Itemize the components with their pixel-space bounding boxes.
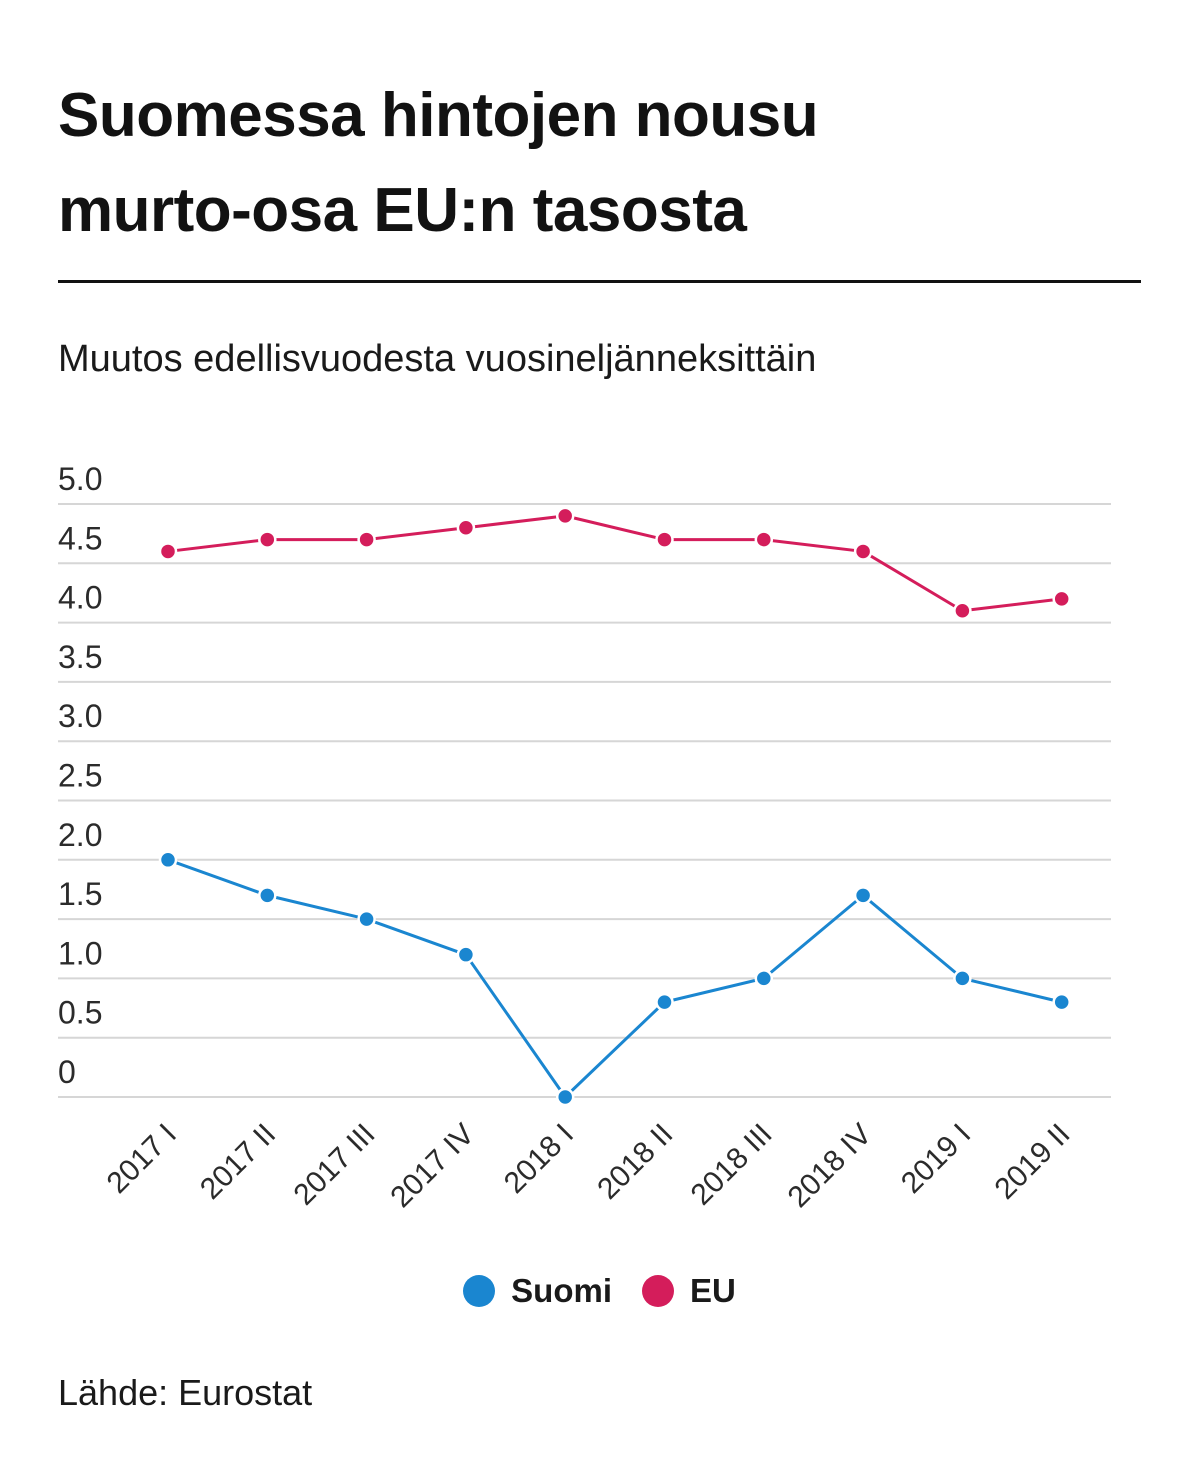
legend: Suomi EU xyxy=(0,1272,1199,1310)
x-tick-label: 2017 II xyxy=(194,1118,282,1206)
data-point-eu xyxy=(754,530,774,549)
series-layer xyxy=(158,506,1071,1107)
y-tick-label: 1.0 xyxy=(58,935,102,971)
data-point-suomi xyxy=(456,945,476,964)
x-tick-label: 2019 II xyxy=(988,1118,1076,1206)
legend-swatch-suomi xyxy=(463,1275,496,1307)
y-axis-ticks: 5.0 4.5 4.0 3.5 3.0 2.5 2.0 1.5 1.0 0.5 0 xyxy=(58,461,102,1090)
x-tick-label: 2017 I xyxy=(101,1118,183,1200)
data-point-eu xyxy=(555,506,575,526)
data-point-eu xyxy=(456,518,476,537)
data-point-suomi xyxy=(754,969,774,988)
chart-title-line-2: murto-osa EU:n tasosta xyxy=(58,176,747,245)
y-tick-label: 5.0 xyxy=(58,461,102,497)
series-line-suomi xyxy=(167,858,1063,1099)
y-tick-label: 3.5 xyxy=(58,639,102,675)
data-point-suomi xyxy=(258,886,277,905)
data-point-suomi xyxy=(555,1087,575,1107)
y-tick-label: 4.5 xyxy=(58,520,102,556)
y-tick-label: 1.5 xyxy=(58,876,102,912)
y-tick-label: 3.0 xyxy=(58,698,102,734)
chart-title-line-1: Suomessa hintojen nousu xyxy=(58,81,819,150)
data-point-eu xyxy=(853,542,873,561)
x-tick-label: 2018 IV xyxy=(782,1118,878,1214)
legend-item-suomi: Suomi xyxy=(463,1272,612,1310)
y-tick-label: 2.5 xyxy=(58,758,102,794)
x-tick-label: 2017 IV xyxy=(384,1118,480,1214)
x-tick-label: 2018 I xyxy=(498,1118,580,1200)
x-tick-label: 2017 III xyxy=(287,1118,381,1212)
x-tick-label: 2018 II xyxy=(591,1118,679,1206)
data-point-suomi xyxy=(853,886,873,905)
data-point-suomi xyxy=(953,969,972,988)
legend-label-eu: EU xyxy=(690,1272,736,1309)
x-tick-label: 2018 III xyxy=(685,1118,779,1212)
source-note: Lähde: Eurostat xyxy=(58,1372,313,1413)
data-point-suomi xyxy=(357,909,376,929)
legend-item-eu: EU xyxy=(642,1272,736,1310)
data-point-suomi xyxy=(655,992,674,1012)
data-point-eu xyxy=(258,530,277,549)
y-tick-label: 4.0 xyxy=(58,580,102,616)
y-tick-label: 2.0 xyxy=(58,817,102,853)
title-divider xyxy=(58,280,1141,283)
data-point-eu xyxy=(1052,589,1071,609)
series-line-eu xyxy=(167,514,1062,613)
legend-swatch-eu xyxy=(642,1275,674,1307)
data-point-eu xyxy=(655,530,674,549)
chart-title: Suomessa hintojen nousu murto-osa EU:n t… xyxy=(58,68,1158,258)
x-axis-ticks: 2017 I 2017 II 2017 III 2017 IV 2018 I 2018 I… xyxy=(101,1118,1077,1214)
y-tick-label: 0 xyxy=(58,1054,76,1090)
y-tick-label: 0.5 xyxy=(58,995,102,1031)
gridlines xyxy=(58,503,1111,1098)
data-point-suomi xyxy=(1052,992,1071,1012)
chart-subtitle: Muutos edellisvuodesta vuosineljänneksit… xyxy=(58,338,817,380)
x-tick-label: 2019 I xyxy=(895,1118,977,1200)
data-point-eu xyxy=(953,601,972,620)
data-point-suomi xyxy=(158,850,178,870)
data-point-eu xyxy=(158,542,178,561)
data-point-eu xyxy=(357,530,376,549)
legend-label-suomi: Suomi xyxy=(511,1272,612,1309)
